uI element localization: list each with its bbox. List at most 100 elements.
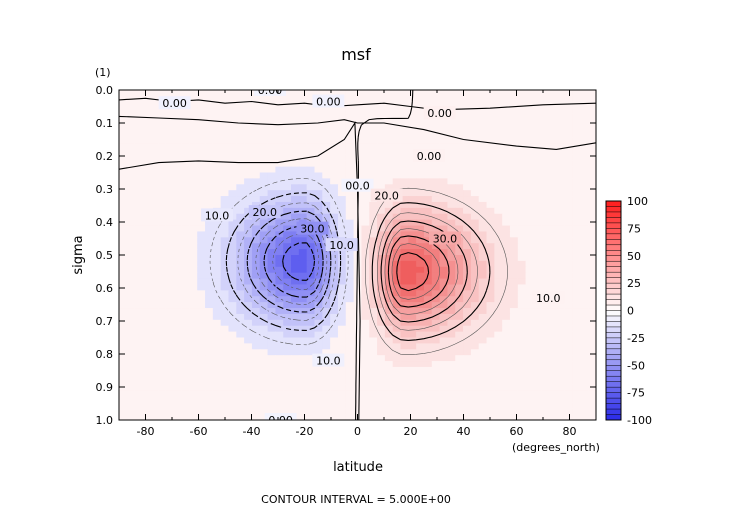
contour-label-bg	[248, 205, 281, 219]
contour-fill-cell	[400, 255, 409, 262]
contour-fill-cell	[150, 143, 159, 150]
contour-fill-cell	[580, 378, 589, 386]
contour-fill-cell	[283, 302, 292, 309]
contour-fill-cell	[392, 325, 402, 333]
contour-fill-cell	[502, 190, 511, 197]
contour-fill-cell	[580, 201, 589, 209]
contour-fill-cell	[212, 125, 222, 132]
contour-fill-cell	[220, 196, 230, 203]
contour-fill-cell	[119, 349, 128, 356]
contour-fill-cell	[251, 143, 261, 150]
contour-fill-cell	[267, 308, 276, 315]
contour-fill-cell	[556, 396, 566, 403]
contour-fill-cell	[431, 166, 441, 174]
contour-fill-cell	[337, 249, 347, 256]
contour-fill-cell	[158, 231, 167, 238]
contour-fill-cell	[181, 137, 190, 144]
contour-fill-cell	[494, 231, 503, 238]
contour-fill-cell	[533, 172, 542, 179]
contour-fill-cell	[134, 343, 144, 350]
contour-fill-cell	[165, 361, 175, 368]
contour-label-bg	[254, 90, 287, 96]
contour-fill-cell	[314, 260, 323, 268]
contour-fill-cell	[509, 219, 519, 227]
contour-fill-cell	[423, 372, 433, 380]
contour-fill-cell	[517, 325, 527, 333]
contour-fill-cell	[337, 319, 347, 327]
contour-fill-cell	[556, 148, 566, 156]
contour-fill-cell	[173, 225, 183, 233]
contour-fill-cell	[392, 249, 402, 256]
contour-fill-cell	[251, 290, 261, 297]
contour-fill-cell	[197, 355, 206, 362]
contour-fill-cell	[564, 107, 574, 115]
colorbar-swatch	[606, 261, 621, 267]
contour-fill-cell	[181, 272, 190, 280]
contour-fill-cell	[189, 231, 198, 238]
contour-fill-cell	[322, 107, 331, 115]
contour-fill-cell	[322, 384, 331, 392]
contour-fill-cell	[580, 190, 589, 197]
contour-fill-cell	[580, 355, 589, 362]
contour-fill-cell	[267, 313, 276, 321]
contour-fill-cell	[447, 196, 456, 203]
contour-fill-cell	[197, 154, 206, 162]
contour-fill-cell	[431, 390, 441, 398]
contour-fill-cell	[134, 408, 144, 415]
contour-fill-cell	[509, 107, 519, 115]
contour-fill-cell	[119, 166, 128, 174]
contour-fill-cell	[517, 137, 527, 144]
contour-fill-cell	[322, 343, 331, 350]
contour-fill-cell	[251, 196, 261, 203]
contour-fill-cell	[400, 207, 409, 215]
contour-fill-cell	[236, 366, 245, 374]
contour-fill-cell	[244, 366, 253, 374]
contour-fill-cell	[470, 137, 480, 144]
contour-fill-cell	[494, 284, 503, 291]
contour-fill-cell	[345, 207, 355, 215]
contour-fill-cell	[533, 366, 542, 374]
contour-fill-cell	[502, 313, 511, 321]
contour-fill-cell	[572, 260, 581, 268]
contour-fill-cell	[244, 190, 253, 197]
contour-fill-cell	[486, 166, 495, 174]
contour-fill-cell	[236, 313, 245, 321]
contour-fill-cell	[220, 349, 230, 356]
contour-fill-cell	[228, 337, 237, 344]
contour-fill-cell	[564, 384, 574, 392]
contour-fill-cell	[189, 266, 198, 274]
contour-fill-cell	[244, 113, 253, 121]
contour-fill-cell	[314, 349, 323, 356]
contour-fill-cell	[377, 331, 386, 339]
contour-fill-cell	[345, 113, 355, 121]
contour-fill-cell	[541, 166, 550, 174]
contour-fill-cell	[580, 296, 589, 303]
contour-fill-cell	[447, 402, 456, 409]
contour-fill-cell	[556, 249, 566, 256]
contour-fill-cell	[392, 390, 402, 398]
contour-fill-cell	[306, 414, 316, 420]
contour-label-bg	[312, 353, 345, 367]
contour-fill-cell	[564, 308, 574, 315]
contour-fill-cell	[150, 125, 159, 132]
contour-fill-cell	[212, 119, 222, 126]
contour-fill-cell	[494, 143, 503, 150]
contour-fill-cell	[463, 207, 472, 215]
contour-fill-cell	[119, 178, 128, 185]
contour-fill-cell	[478, 343, 488, 350]
contour-fill-cell	[126, 313, 136, 321]
contour-fill-cell	[150, 154, 159, 162]
contour-fill-cell	[400, 402, 409, 409]
contour-fill-cell	[330, 225, 339, 233]
contour-fill-cell	[369, 313, 378, 321]
contour-fill-cell	[330, 319, 339, 327]
contour-fill-cell	[377, 143, 386, 150]
contour-fill-cell	[455, 390, 464, 398]
contour-fill-cell	[361, 243, 370, 250]
contour-fill-cell	[173, 137, 183, 144]
contour-fill-cell	[502, 95, 511, 103]
contour-fill-cell	[502, 372, 511, 380]
contour-fill-cell	[439, 396, 449, 403]
contour-fill-cell	[463, 101, 472, 109]
contour-fill-cell	[126, 143, 136, 150]
